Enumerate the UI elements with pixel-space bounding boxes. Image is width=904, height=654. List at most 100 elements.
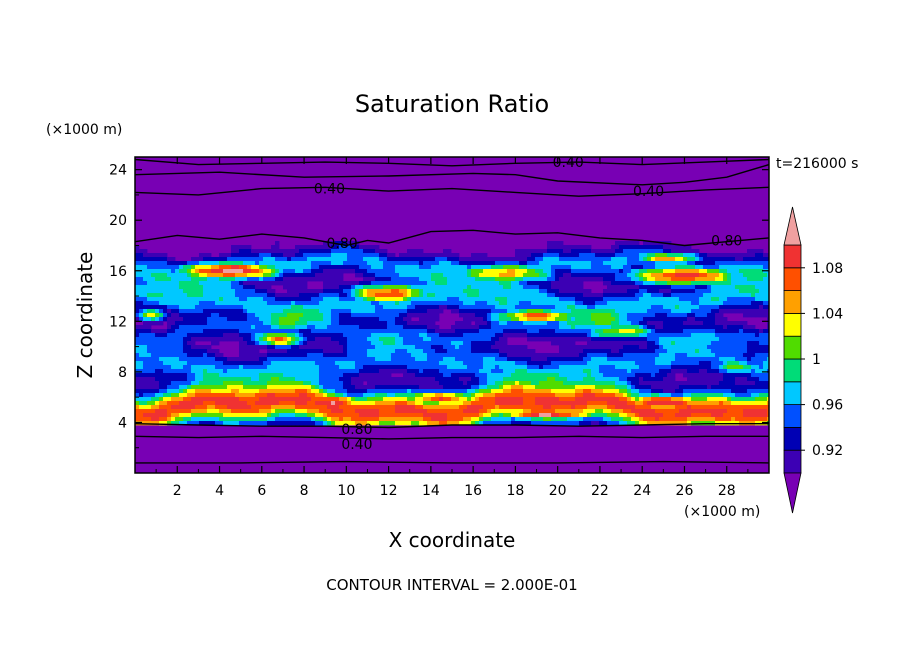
field-cell bbox=[235, 301, 240, 306]
field-cell bbox=[731, 325, 736, 330]
field-cell bbox=[247, 257, 252, 262]
field-cell bbox=[291, 301, 296, 306]
field-cell bbox=[367, 313, 372, 318]
field-cell bbox=[179, 365, 184, 370]
field-cell bbox=[543, 277, 548, 282]
field-cell bbox=[231, 285, 236, 290]
field-cell bbox=[675, 313, 680, 318]
field-cell bbox=[763, 277, 768, 282]
field-cell bbox=[747, 297, 752, 302]
field-cell bbox=[243, 377, 248, 382]
field-cell bbox=[687, 281, 692, 286]
field-cell bbox=[223, 309, 228, 314]
field-cell bbox=[611, 285, 616, 290]
field-cell bbox=[311, 365, 316, 370]
field-cell bbox=[143, 329, 148, 334]
field-cell bbox=[671, 341, 676, 346]
field-cell bbox=[643, 357, 648, 362]
field-cell bbox=[627, 301, 632, 306]
field-cell bbox=[295, 341, 300, 346]
field-cell bbox=[191, 289, 196, 294]
field-cell bbox=[691, 269, 696, 274]
field-cell bbox=[451, 301, 456, 306]
field-cell bbox=[687, 253, 692, 258]
field-cell bbox=[703, 253, 708, 258]
field-cell bbox=[743, 353, 748, 358]
field-cell bbox=[187, 273, 192, 278]
field-cell bbox=[767, 289, 769, 294]
field-cell bbox=[339, 253, 344, 258]
field-cell bbox=[451, 341, 456, 346]
field-cell bbox=[263, 337, 268, 342]
field-cell bbox=[483, 361, 488, 366]
field-cell bbox=[647, 273, 652, 278]
field-cell bbox=[679, 361, 684, 366]
field-cell bbox=[643, 337, 648, 342]
field-cell bbox=[571, 289, 576, 294]
field-cell bbox=[219, 317, 224, 322]
field-cell bbox=[323, 365, 328, 370]
field-cell bbox=[611, 309, 616, 314]
field-cell bbox=[343, 261, 348, 266]
field-cell bbox=[495, 297, 500, 302]
field-cell bbox=[567, 369, 572, 374]
field-cell bbox=[767, 305, 769, 310]
field-cell bbox=[239, 281, 244, 286]
field-cell bbox=[299, 285, 304, 290]
field-cell bbox=[411, 257, 416, 262]
field-cell bbox=[551, 269, 556, 274]
field-cell bbox=[383, 305, 388, 310]
field-cell bbox=[187, 373, 192, 378]
field-cell bbox=[403, 301, 408, 306]
field-cell bbox=[651, 321, 656, 326]
field-cell bbox=[295, 277, 300, 282]
field-cell bbox=[503, 297, 508, 302]
field-cell bbox=[543, 253, 548, 258]
field-cell bbox=[143, 369, 148, 374]
field-cell bbox=[291, 349, 296, 354]
field-cell bbox=[443, 301, 448, 306]
field-cell bbox=[247, 369, 252, 374]
field-cell bbox=[391, 309, 396, 314]
field-cell bbox=[143, 261, 148, 266]
field-cell bbox=[155, 309, 160, 314]
field-cell bbox=[647, 357, 652, 362]
field-cell bbox=[315, 321, 320, 326]
field-cell bbox=[267, 257, 272, 262]
field-cell bbox=[347, 365, 352, 370]
field-cell bbox=[411, 281, 416, 286]
field-cell bbox=[311, 321, 316, 326]
field-cell bbox=[323, 305, 328, 310]
field-cell bbox=[263, 369, 268, 374]
field-cell bbox=[291, 345, 296, 350]
field-cell bbox=[419, 329, 424, 334]
field-cell bbox=[443, 373, 448, 378]
field-cell bbox=[323, 369, 328, 374]
field-cell bbox=[423, 261, 428, 266]
field-cell bbox=[695, 309, 700, 314]
field-cell bbox=[491, 341, 496, 346]
field-cell bbox=[699, 365, 704, 370]
field-cell bbox=[563, 249, 568, 254]
field-cell bbox=[647, 269, 652, 274]
field-cell bbox=[203, 329, 208, 334]
field-cell bbox=[575, 301, 580, 306]
field-cell bbox=[755, 293, 760, 298]
field-cell bbox=[587, 361, 592, 366]
field-cell bbox=[655, 293, 660, 298]
field-cell bbox=[419, 369, 424, 374]
field-cell bbox=[639, 301, 644, 306]
field-cell bbox=[427, 297, 432, 302]
field-cell bbox=[339, 293, 344, 298]
field-cell bbox=[563, 293, 568, 298]
field-cell bbox=[359, 313, 364, 318]
field-cell bbox=[251, 265, 256, 270]
field-cell bbox=[331, 377, 336, 382]
field-cell bbox=[447, 341, 452, 346]
field-cell bbox=[491, 317, 496, 322]
field-cell bbox=[379, 321, 384, 326]
field-cell bbox=[607, 317, 612, 322]
field-cell bbox=[403, 321, 408, 326]
field-cell bbox=[615, 373, 620, 378]
field-cell bbox=[327, 249, 332, 254]
